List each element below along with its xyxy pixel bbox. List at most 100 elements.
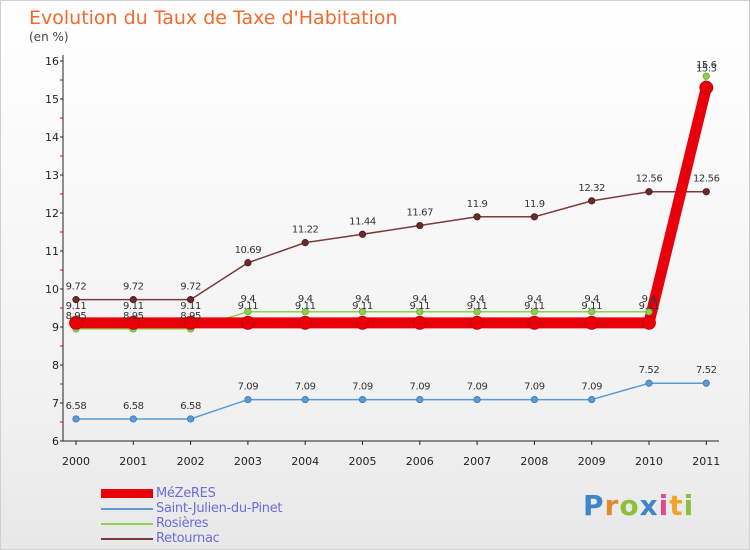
chart-title: Evolution du Taux de Taxe d'Habitation — [29, 7, 398, 29]
legend-label-retournac: Retournac — [156, 531, 220, 546]
legend-swatch-saint-julien — [101, 507, 153, 510]
y-tick-label: 16 — [45, 55, 59, 68]
data-point — [588, 308, 596, 316]
data-point — [72, 415, 80, 423]
y-tick-label: 15 — [45, 93, 59, 106]
data-point — [702, 188, 710, 196]
tick-labels: 6 7 8 9 10 11 12 13 14 15 16 2000 2001 2002 2003 2004 20… — [45, 55, 720, 468]
data-label: 9.4 — [298, 294, 313, 305]
data-point — [588, 395, 596, 404]
y-tick-label: 13 — [45, 169, 59, 182]
x-tick-label: 2010 — [635, 455, 663, 468]
data-point — [355, 315, 370, 330]
data-label: 9.11 — [639, 301, 660, 312]
y-tick-label: 6 — [52, 435, 59, 448]
series-line-2 — [76, 76, 708, 330]
x-tick-label: 2004 — [291, 455, 319, 468]
data-point — [72, 296, 80, 304]
data-label: 6.58 — [66, 401, 87, 412]
data-label: 9.4 — [241, 294, 256, 305]
data-label: 9.11 — [467, 301, 488, 312]
data-point — [358, 230, 367, 238]
data-point — [470, 315, 485, 330]
logo-letter: x — [639, 489, 659, 522]
data-point — [645, 308, 653, 316]
data-label: 12.32 — [578, 183, 605, 194]
series-line-3 — [76, 190, 707, 301]
data-label: 7.09 — [524, 382, 545, 393]
data-label: 7.09 — [238, 382, 259, 393]
legend-swatch-rosieres — [101, 522, 153, 525]
data-point — [240, 315, 255, 330]
data-point — [530, 395, 539, 404]
data-point — [473, 395, 481, 404]
data-label: 8.95 — [123, 311, 144, 322]
chart-subtitle: (en %) — [29, 30, 69, 44]
series-points — [69, 72, 714, 423]
data-point — [301, 239, 309, 247]
y-tick-label: 11 — [45, 245, 59, 258]
data-point — [588, 197, 596, 205]
data-label: 9.72 — [123, 282, 144, 293]
data-label: 11.22 — [292, 225, 319, 236]
y-tick-label: 10 — [45, 283, 59, 296]
data-point — [129, 296, 137, 304]
data-point — [473, 308, 481, 316]
legend-item-mezeres[interactable]: MéZeRES — [101, 486, 282, 501]
data-label: 9.11 — [66, 301, 87, 312]
data-label: 10.69 — [235, 245, 262, 256]
y-tick-label: 7 — [52, 397, 59, 410]
data-point — [244, 395, 252, 404]
data-label: 9.11 — [352, 301, 373, 312]
x-tick-label: 2001 — [119, 455, 147, 468]
data-label: 11.44 — [349, 216, 376, 227]
data-label: 11.9 — [524, 199, 545, 210]
legend-item-rosieres[interactable]: Rosières — [101, 516, 282, 531]
x-tick-label: 2009 — [578, 455, 606, 468]
legend-item-saint-julien-du-pinet[interactable]: Saint-Julien-du-Pinet — [101, 501, 283, 516]
x-tick-label: 2008 — [520, 455, 548, 468]
logo-letter: t — [669, 489, 684, 522]
data-point — [187, 415, 195, 423]
data-point — [645, 379, 653, 387]
axes — [60, 55, 719, 445]
data-label: 9.11 — [524, 301, 545, 312]
data-label: 9.11 — [581, 301, 602, 312]
legend-label-mezeres: MéZeRES — [156, 486, 216, 501]
x-tick-label: 2007 — [463, 455, 491, 468]
data-point — [244, 259, 252, 267]
legend-item-retournac[interactable]: Retournac — [101, 531, 282, 546]
data-label: 12.56 — [693, 174, 720, 185]
data-label: 9.72 — [180, 282, 201, 293]
data-point — [530, 213, 539, 221]
data-label: 8.95 — [66, 311, 87, 322]
y-tick-label: 12 — [45, 207, 59, 220]
x-tick-label: 2000 — [62, 455, 90, 468]
data-label: 9.11 — [123, 301, 144, 312]
data-label: 7.09 — [352, 382, 373, 393]
data-point — [645, 188, 653, 196]
data-label: 7.52 — [639, 365, 660, 376]
legend-label-rosieres: Rosières — [156, 516, 209, 531]
proxiti-logo: Proxiti — [583, 489, 694, 522]
data-label: 6.58 — [180, 401, 201, 412]
data-point — [358, 308, 367, 316]
data-point — [301, 395, 309, 404]
data-label: 7.09 — [295, 382, 316, 393]
y-tick-label: 8 — [52, 359, 59, 372]
data-point — [298, 315, 313, 330]
data-label: 6.58 — [123, 401, 144, 412]
data-label: 15.3 — [696, 64, 717, 75]
legend: MéZeRES Saint-Julien-du-Pinet Rosières R… — [101, 486, 283, 546]
x-tick-label: 2005 — [349, 455, 377, 468]
data-point — [473, 213, 481, 221]
logo-letter: r — [604, 489, 620, 522]
data-label: 9.72 — [66, 282, 87, 293]
data-point — [129, 415, 137, 423]
data-label: 9.11 — [295, 301, 316, 312]
data-point — [183, 315, 198, 330]
data-label: 7.52 — [696, 365, 717, 376]
x-tick-label: 2002 — [177, 455, 205, 468]
data-label: 9.4 — [412, 294, 427, 305]
